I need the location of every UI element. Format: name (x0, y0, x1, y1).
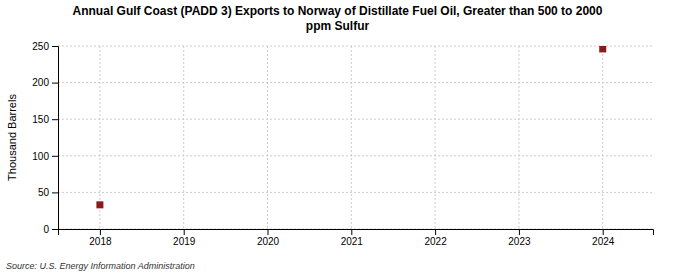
title-line: ppm Sulfur (306, 19, 370, 33)
plot-area: 2018 2019 2020 2021 2022 2023 2024 0 50 100 150 200… (32, 41, 653, 247)
grid-line-y (58, 46, 653, 47)
tick-mark (52, 46, 58, 47)
grid-line-x (351, 46, 352, 229)
tick-label: 2022 (424, 236, 447, 247)
tick: 200 (32, 77, 58, 88)
x-axis-line (59, 230, 654, 236)
points (96, 46, 606, 208)
tick-mark (52, 229, 58, 230)
tick-label: 2021 (341, 236, 364, 247)
grid-line-y (58, 119, 653, 120)
tick: 2023 (508, 229, 531, 247)
grid-line-x (518, 46, 519, 229)
tick-mark (519, 229, 520, 235)
x-axis: 2018 2019 2020 2021 2022 2023 2024 (59, 229, 654, 247)
tick-mark (603, 229, 604, 235)
grid-line-x (435, 46, 436, 229)
y-axis: 0 50 100 150 200 250 (32, 41, 58, 235)
tick-mark (100, 229, 101, 235)
tick-label: 150 (32, 114, 49, 125)
tick-label: 2019 (173, 236, 196, 247)
tick-label: 250 (32, 41, 49, 52)
tick: 250 (32, 41, 58, 52)
tick-label: 2024 (592, 236, 615, 247)
tick-label: 2023 (508, 236, 531, 247)
tick: 2024 (592, 229, 615, 247)
tick-label: 2018 (89, 236, 112, 247)
tick: 50 (38, 187, 58, 198)
tick-label: 50 (38, 187, 50, 198)
tick-label: 0 (43, 224, 49, 235)
title: Annual Gulf Coast (PADD 3) Exports to No… (73, 4, 603, 33)
grid (58, 46, 653, 229)
tick-mark (184, 229, 185, 235)
grid-line-y (58, 192, 653, 193)
grid-line-x (183, 46, 184, 229)
tick-mark (52, 83, 58, 84)
chart: Annual Gulf Coast (PADD 3) Exports to No… (0, 0, 675, 275)
tick-mark (268, 229, 269, 235)
tick: 2020 (257, 229, 280, 247)
tick: 0 (43, 224, 58, 235)
tick-label: 2020 (257, 236, 280, 247)
tick-mark (435, 229, 436, 235)
tick-mark (52, 192, 58, 193)
tick: 2021 (341, 229, 364, 247)
tick-mark (52, 119, 58, 120)
y-axis-line (52, 47, 59, 230)
tick: 150 (32, 114, 58, 125)
tick: 100 (32, 151, 58, 162)
tick: 2022 (424, 229, 447, 247)
tick: 2018 (89, 229, 112, 247)
y-axis-title: Thousand Barrels (6, 94, 18, 181)
tick-label: 100 (32, 151, 49, 162)
tick-label: 200 (32, 77, 49, 88)
grid-line-x (602, 46, 603, 229)
title-line: Annual Gulf Coast (PADD 3) Exports to No… (73, 4, 603, 18)
grid-line-y (58, 82, 653, 83)
grid-line-x (267, 46, 268, 229)
source-note: Source: U.S. Energy Information Administ… (6, 261, 195, 271)
grid-line-y (58, 155, 653, 156)
tick-mark (351, 229, 352, 235)
point (96, 201, 103, 208)
point (599, 46, 606, 52)
tick: 2019 (173, 229, 196, 247)
tick-mark (52, 156, 58, 157)
